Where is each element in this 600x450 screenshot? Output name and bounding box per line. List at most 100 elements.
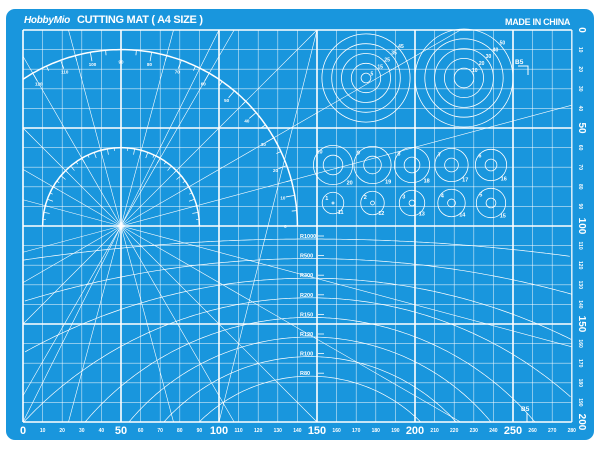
circle-set-b-label: 50 xyxy=(500,40,506,46)
template-circle-outer xyxy=(434,147,469,183)
circle-set-b-circle xyxy=(414,28,514,128)
template-circle-inner-label: 9 xyxy=(357,150,360,156)
template-circle-outer xyxy=(353,145,392,185)
paper-size-corner xyxy=(518,65,529,75)
protractor-tick xyxy=(43,212,50,214)
bottom-ruler-label: 40 xyxy=(99,428,105,434)
right-ruler-label: 190 xyxy=(577,398,583,407)
radius-arc xyxy=(128,336,492,423)
circle-set-a-label: 25 xyxy=(384,58,390,64)
protractor-label: 0 xyxy=(284,224,287,229)
protractor-tick xyxy=(149,52,153,62)
protractor-tick xyxy=(177,60,182,69)
origin-label: MADE IN CHINA xyxy=(505,17,571,27)
bottom-ruler-label: 0 xyxy=(20,425,26,437)
template-circle-inner-label: 4 xyxy=(441,193,445,199)
radius-arc xyxy=(23,297,571,423)
bottom-ruler-label: 90 xyxy=(197,428,203,434)
angle-guide-line xyxy=(22,127,318,423)
bottom-ruler-label: 60 xyxy=(138,428,144,434)
protractor-tick xyxy=(140,150,142,154)
right-ruler-label: 80 xyxy=(577,184,583,190)
angle-guide-line xyxy=(22,199,572,348)
template-circle-outer-label: 14 xyxy=(459,213,466,219)
bottom-ruler-label: 230 xyxy=(470,428,479,434)
paper-size-mark: B5 xyxy=(521,406,530,413)
protractor-tick xyxy=(278,165,287,170)
bottom-ruler-label: 140 xyxy=(293,428,302,434)
protractor-label: 90 xyxy=(118,60,124,65)
protractor-tick xyxy=(56,180,60,184)
protractor-tick xyxy=(276,151,282,154)
bottom-ruler-label: 250 xyxy=(504,425,522,437)
protractor-tick xyxy=(265,137,274,143)
circle-set-b-label: 20 xyxy=(479,61,485,67)
bottom-ruler-label: 110 xyxy=(235,428,243,434)
template-circle-outer xyxy=(475,187,507,219)
template-circle-outer-label: 19 xyxy=(385,180,391,186)
template-circle-outer-label: 11 xyxy=(338,210,344,216)
protractor-tick xyxy=(89,52,93,62)
circle-set-a-label: 35 xyxy=(391,51,397,57)
right-ruler-label: 60 xyxy=(577,145,583,151)
template-circle-inner xyxy=(444,157,459,173)
angle-guide-line xyxy=(22,29,318,325)
circle-set-b-label: 40 xyxy=(493,47,499,53)
template-circle-outer-label: 15 xyxy=(500,214,506,220)
protractor-tick xyxy=(93,152,97,159)
template-circle-outer xyxy=(312,144,353,185)
template-circle-inner xyxy=(322,154,344,176)
circle-set-b-circle xyxy=(453,67,475,89)
template-circle-outer-label: 12 xyxy=(378,211,384,217)
bottom-ruler-label: 280 xyxy=(568,428,577,434)
bottom-ruler-label: 240 xyxy=(489,428,498,434)
circle-set-a-label: 5 xyxy=(370,72,373,78)
protractor-tick xyxy=(241,100,247,106)
bottom-ruler-label: 80 xyxy=(177,428,183,434)
protractor-label: 50 xyxy=(224,98,230,103)
angle-guide-line xyxy=(22,104,572,253)
right-ruler-label: 10 xyxy=(577,47,583,53)
template-circle-outer-label: 16 xyxy=(501,177,507,183)
protractor-tick xyxy=(152,154,155,158)
cutting-mat xyxy=(6,9,594,440)
protractor-center xyxy=(119,224,123,228)
protractor-tick xyxy=(218,81,223,86)
angle-guide-line xyxy=(22,169,461,423)
bottom-ruler-label: 200 xyxy=(406,425,424,437)
template-circle-inner-label: 10 xyxy=(316,149,322,155)
paper-size-mark: B5 xyxy=(515,59,524,66)
protractor-label: 10 xyxy=(280,195,286,200)
bottom-ruler-label: 10 xyxy=(40,428,46,434)
radius-label: R100 xyxy=(300,352,313,358)
template-circle-inner-label: 7 xyxy=(438,152,441,158)
radius-label: R300 xyxy=(300,273,313,279)
radius-arc xyxy=(199,375,421,423)
angle-guide-line xyxy=(22,56,235,423)
protractor-label: 80 xyxy=(147,62,153,67)
right-ruler-label: 70 xyxy=(577,164,583,170)
protractor-label: 70 xyxy=(175,70,181,75)
bottom-ruler-label: 220 xyxy=(450,428,459,434)
template-circle-inner-label: 3 xyxy=(402,194,405,200)
protractor-label: 40 xyxy=(244,118,250,123)
angle-guide-line xyxy=(218,29,318,423)
template-circle-inner-label: 1 xyxy=(325,196,328,202)
template-circle-inner xyxy=(484,158,498,172)
right-ruler-label: 130 xyxy=(577,281,583,290)
radius-label: R150 xyxy=(300,312,313,318)
right-ruler-label: 90 xyxy=(577,204,583,210)
protractor-label: 20 xyxy=(273,168,279,173)
circle-set-a-circle xyxy=(341,53,391,103)
angle-guide-line xyxy=(22,29,461,283)
right-ruler-label: 100 xyxy=(576,218,587,235)
radius-label: R200 xyxy=(300,293,313,299)
template-circle-inner-label: 5 xyxy=(479,192,482,198)
bottom-ruler-label: 50 xyxy=(115,425,127,437)
protractor-tick xyxy=(204,73,210,82)
mat-title: CUTTING MAT ( A4 SIZE ) xyxy=(77,14,203,26)
protractor-tick xyxy=(156,157,161,164)
protractor-tick xyxy=(163,161,167,165)
bottom-ruler-label: 270 xyxy=(548,428,557,434)
